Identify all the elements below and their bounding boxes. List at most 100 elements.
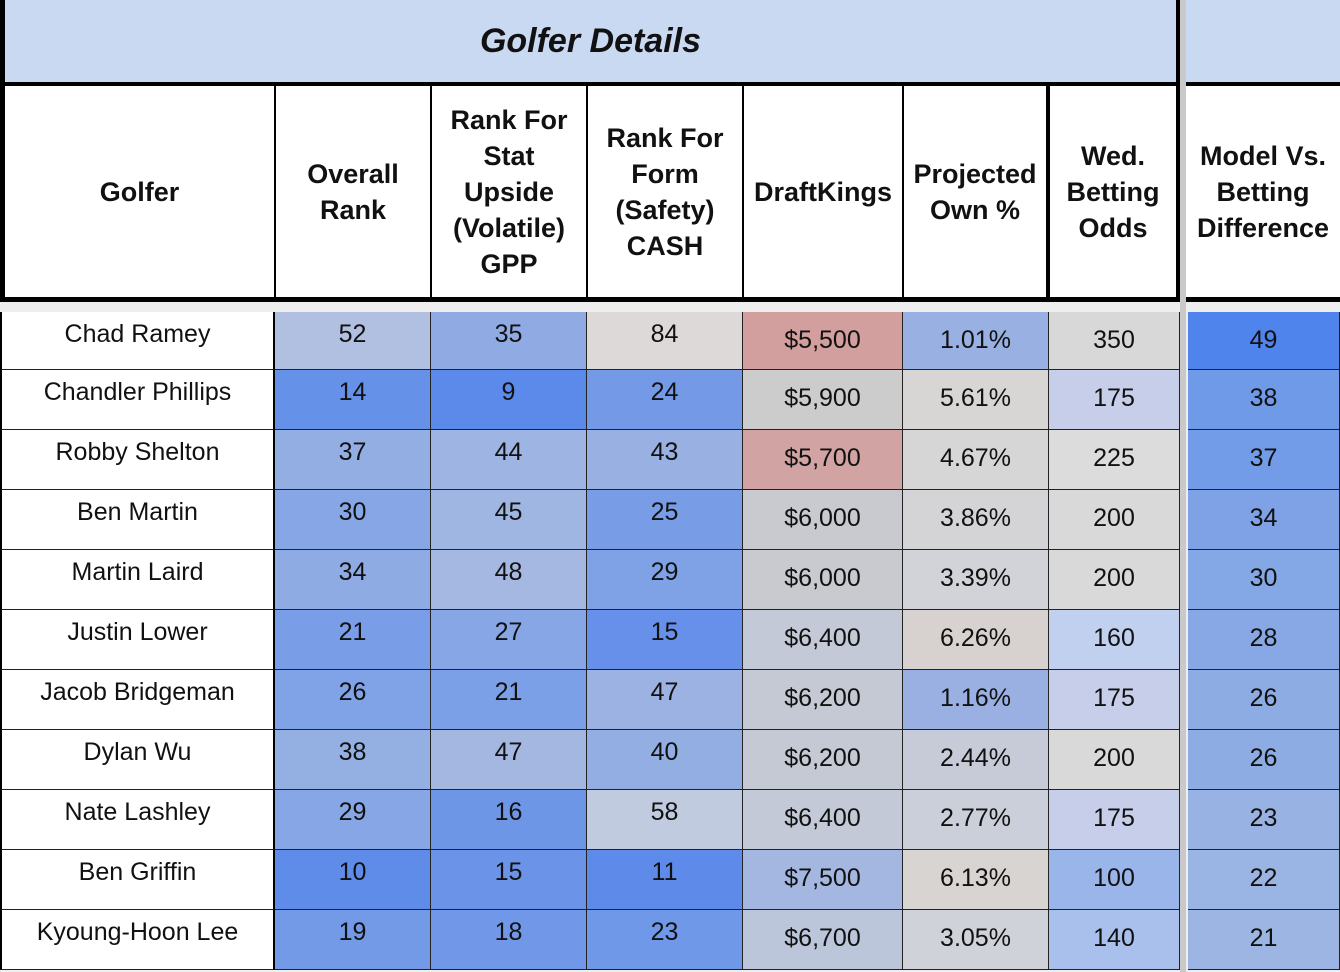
cell-rank-form[interactable]: 23 <box>587 910 743 970</box>
table-row: Robby Shelton 37 44 43 $5,700 4.67% 225 37 <box>0 430 1340 490</box>
cell-rank-form[interactable]: 84 <box>587 312 743 370</box>
cell-diff[interactable]: 22 <box>1188 850 1340 910</box>
cell-odds[interactable]: 160 <box>1049 610 1180 670</box>
header-rank-form[interactable]: Rank For Form (Safety) CASH <box>588 86 744 297</box>
cell-draftkings[interactable]: $6,400 <box>743 790 903 850</box>
cell-proj-own[interactable]: 4.67% <box>903 430 1049 490</box>
cell-draftkings[interactable]: $6,000 <box>743 490 903 550</box>
cell-proj-own[interactable]: 5.61% <box>903 370 1049 430</box>
cell-diff[interactable]: 34 <box>1188 490 1340 550</box>
cell-odds[interactable]: 175 <box>1049 790 1180 850</box>
cell-proj-own[interactable]: 3.05% <box>903 910 1049 970</box>
cell-proj-own[interactable]: 3.39% <box>903 550 1049 610</box>
cell-proj-own[interactable]: 1.01% <box>903 312 1049 370</box>
cell-golfer[interactable]: Chad Ramey <box>0 312 275 370</box>
cell-odds[interactable]: 140 <box>1049 910 1180 970</box>
header-draftkings[interactable]: DraftKings <box>744 86 904 297</box>
cell-overall-rank[interactable]: 38 <box>275 730 431 790</box>
cell-diff[interactable]: 28 <box>1188 610 1340 670</box>
cell-rank-stat[interactable]: 47 <box>431 730 587 790</box>
cell-rank-stat[interactable]: 21 <box>431 670 587 730</box>
cell-odds[interactable]: 350 <box>1049 312 1180 370</box>
cell-overall-rank[interactable]: 10 <box>275 850 431 910</box>
header-projected-own[interactable]: Projected Own % <box>904 86 1050 297</box>
cell-rank-stat[interactable]: 18 <box>431 910 587 970</box>
cell-rank-stat[interactable]: 48 <box>431 550 587 610</box>
cell-draftkings[interactable]: $6,200 <box>743 730 903 790</box>
cell-diff[interactable]: 37 <box>1188 430 1340 490</box>
cell-golfer[interactable]: Ben Martin <box>0 490 275 550</box>
table-header-frozen: Model Vs. Betting Difference <box>1186 86 1340 302</box>
cell-rank-form[interactable]: 47 <box>587 670 743 730</box>
cell-rank-form[interactable]: 43 <box>587 430 743 490</box>
cell-odds[interactable]: 175 <box>1049 670 1180 730</box>
header-rank-stat-upside[interactable]: Rank For Stat Upside (Volatile) GPP <box>432 86 588 297</box>
cell-overall-rank[interactable]: 52 <box>275 312 431 370</box>
cell-odds[interactable]: 225 <box>1049 430 1180 490</box>
cell-overall-rank[interactable]: 26 <box>275 670 431 730</box>
cell-proj-own[interactable]: 2.44% <box>903 730 1049 790</box>
cell-rank-stat[interactable]: 15 <box>431 850 587 910</box>
cell-rank-form[interactable]: 15 <box>587 610 743 670</box>
cell-proj-own[interactable]: 3.86% <box>903 490 1049 550</box>
cell-diff[interactable]: 38 <box>1188 370 1340 430</box>
cell-rank-form[interactable]: 24 <box>587 370 743 430</box>
cell-golfer[interactable]: Kyoung-Hoon Lee <box>0 910 275 970</box>
cell-rank-stat[interactable]: 16 <box>431 790 587 850</box>
cell-diff[interactable]: 26 <box>1188 670 1340 730</box>
cell-draftkings[interactable]: $7,500 <box>743 850 903 910</box>
cell-overall-rank[interactable]: 29 <box>275 790 431 850</box>
cell-rank-stat[interactable]: 27 <box>431 610 587 670</box>
cell-overall-rank[interactable]: 14 <box>275 370 431 430</box>
cell-golfer[interactable]: Nate Lashley <box>0 790 275 850</box>
cell-proj-own[interactable]: 6.26% <box>903 610 1049 670</box>
title-bar: Golfer Details <box>0 0 1180 86</box>
cell-draftkings[interactable]: $6,700 <box>743 910 903 970</box>
cell-golfer[interactable]: Ben Griffin <box>0 850 275 910</box>
header-golfer[interactable]: Golfer <box>5 86 276 297</box>
cell-odds[interactable]: 175 <box>1049 370 1180 430</box>
cell-odds[interactable]: 200 <box>1049 490 1180 550</box>
cell-proj-own[interactable]: 1.16% <box>903 670 1049 730</box>
cell-rank-stat[interactable]: 9 <box>431 370 587 430</box>
cell-rank-form[interactable]: 11 <box>587 850 743 910</box>
cell-diff[interactable]: 30 <box>1188 550 1340 610</box>
cell-overall-rank[interactable]: 37 <box>275 430 431 490</box>
cell-golfer[interactable]: Dylan Wu <box>0 730 275 790</box>
cell-draftkings[interactable]: $6,200 <box>743 670 903 730</box>
cell-overall-rank[interactable]: 19 <box>275 910 431 970</box>
cell-rank-form[interactable]: 58 <box>587 790 743 850</box>
cell-draftkings[interactable]: $5,500 <box>743 312 903 370</box>
cell-golfer[interactable]: Justin Lower <box>0 610 275 670</box>
cell-overall-rank[interactable]: 30 <box>275 490 431 550</box>
cell-overall-rank[interactable]: 21 <box>275 610 431 670</box>
cell-diff[interactable]: 23 <box>1188 790 1340 850</box>
cell-golfer[interactable]: Chandler Phillips <box>0 370 275 430</box>
cell-rank-stat[interactable]: 35 <box>431 312 587 370</box>
cell-golfer[interactable]: Jacob Bridgeman <box>0 670 275 730</box>
cell-draftkings[interactable]: $6,000 <box>743 550 903 610</box>
cell-odds[interactable]: 100 <box>1049 850 1180 910</box>
cell-rank-form[interactable]: 29 <box>587 550 743 610</box>
cell-golfer[interactable]: Martin Laird <box>0 550 275 610</box>
cell-diff[interactable]: 21 <box>1188 910 1340 970</box>
cell-draftkings[interactable]: $5,700 <box>743 430 903 490</box>
cell-proj-own[interactable]: 6.13% <box>903 850 1049 910</box>
header-overall-rank[interactable]: Overall Rank <box>276 86 432 297</box>
cell-draftkings[interactable]: $5,900 <box>743 370 903 430</box>
cell-rank-stat[interactable]: 44 <box>431 430 587 490</box>
header-betting-odds[interactable]: Wed. Betting Odds <box>1066 140 1160 243</box>
cell-diff[interactable]: 49 <box>1188 312 1340 370</box>
cell-rank-form[interactable]: 25 <box>587 490 743 550</box>
cell-rank-stat[interactable]: 45 <box>431 490 587 550</box>
header-model-vs-betting[interactable]: Model Vs. Betting Difference <box>1196 140 1330 243</box>
cell-rank-form[interactable]: 40 <box>587 730 743 790</box>
cell-overall-rank[interactable]: 34 <box>275 550 431 610</box>
cell-odds[interactable]: 200 <box>1049 550 1180 610</box>
cell-odds[interactable]: 200 <box>1049 730 1180 790</box>
cell-proj-own[interactable]: 2.77% <box>903 790 1049 850</box>
cell-golfer[interactable]: Robby Shelton <box>0 430 275 490</box>
table-row: Ben Martin 30 45 25 $6,000 3.86% 200 34 <box>0 490 1340 550</box>
cell-draftkings[interactable]: $6,400 <box>743 610 903 670</box>
cell-diff[interactable]: 26 <box>1188 730 1340 790</box>
